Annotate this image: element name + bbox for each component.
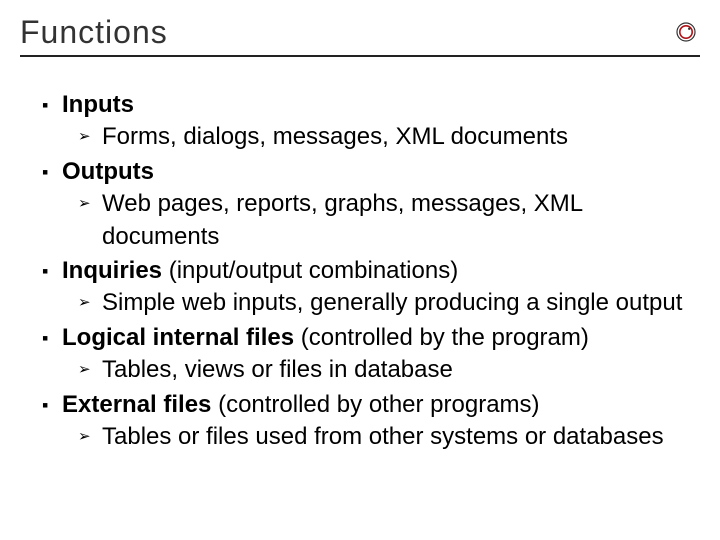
level1-row: ▪ Logical internal files (controlled by … [42,322,694,354]
square-bullet-icon: ▪ [42,322,56,354]
level1-text: Outputs [62,156,694,188]
arrow-bullet-icon: ➢ [78,421,98,453]
arrow-bullet-icon: ➢ [78,121,98,153]
item-paren: (controlled by other programs) [211,391,539,418]
item-label: Logical internal files [62,324,294,351]
list-item: ▪ Inputs ➢ Forms, dialogs, messages, XML… [42,89,694,154]
content-list: ▪ Inputs ➢ Forms, dialogs, messages, XML… [20,89,700,453]
arrow-bullet-icon: ➢ [78,287,98,319]
square-bullet-icon: ▪ [42,156,56,188]
square-bullet-icon: ▪ [42,255,56,287]
item-paren: (input/output combinations) [162,257,458,284]
level2-row: ➢ Tables or files used from other system… [78,421,694,453]
list-item: ▪ Logical internal files (controlled by … [42,322,694,387]
item-label: Inputs [62,91,134,118]
sub-text: Web pages, reports, graphs, messages, XM… [102,188,694,253]
level1-text: Inputs [62,89,694,121]
page-title: Functions [20,14,168,51]
level1-text: Inquiries (input/output combinations) [62,255,694,287]
level2-row: ➢ Simple web inputs, generally producing… [78,287,694,319]
level1-row: ▪ Inquiries (input/output combinations) [42,255,694,287]
sub-text: Forms, dialogs, messages, XML documents [102,121,694,153]
sub-text: Simple web inputs, generally producing a… [102,287,694,319]
square-bullet-icon: ▪ [42,89,56,121]
list-item: ▪ Inquiries (input/output combinations) … [42,255,694,320]
square-bullet-icon: ▪ [42,389,56,421]
level1-text: Logical internal files (controlled by th… [62,322,694,354]
sub-text: Tables or files used from other systems … [102,421,694,453]
level2-row: ➢ Tables, views or files in database [78,354,694,386]
item-label: Inquiries [62,257,162,284]
level1-text: External files (controlled by other prog… [62,389,694,421]
item-label: External files [62,391,211,418]
level2-row: ➢ Forms, dialogs, messages, XML document… [78,121,694,153]
sub-text: Tables, views or files in database [102,354,694,386]
level1-row: ▪ Inputs [42,89,694,121]
list-item: ▪ Outputs ➢ Web pages, reports, graphs, … [42,156,694,253]
slide: Functions ▪ Inputs ➢ Forms, dialogs, mes… [0,0,720,540]
level1-row: ▪ Outputs [42,156,694,188]
level2-row: ➢ Web pages, reports, graphs, messages, … [78,188,694,253]
eth-logo-icon [676,22,696,42]
list-item: ▪ External files (controlled by other pr… [42,389,694,454]
level1-row: ▪ External files (controlled by other pr… [42,389,694,421]
title-rule [20,55,700,57]
item-label: Outputs [62,158,154,185]
item-paren: (controlled by the program) [294,324,589,351]
arrow-bullet-icon: ➢ [78,188,98,220]
arrow-bullet-icon: ➢ [78,354,98,386]
title-row: Functions [20,14,700,55]
